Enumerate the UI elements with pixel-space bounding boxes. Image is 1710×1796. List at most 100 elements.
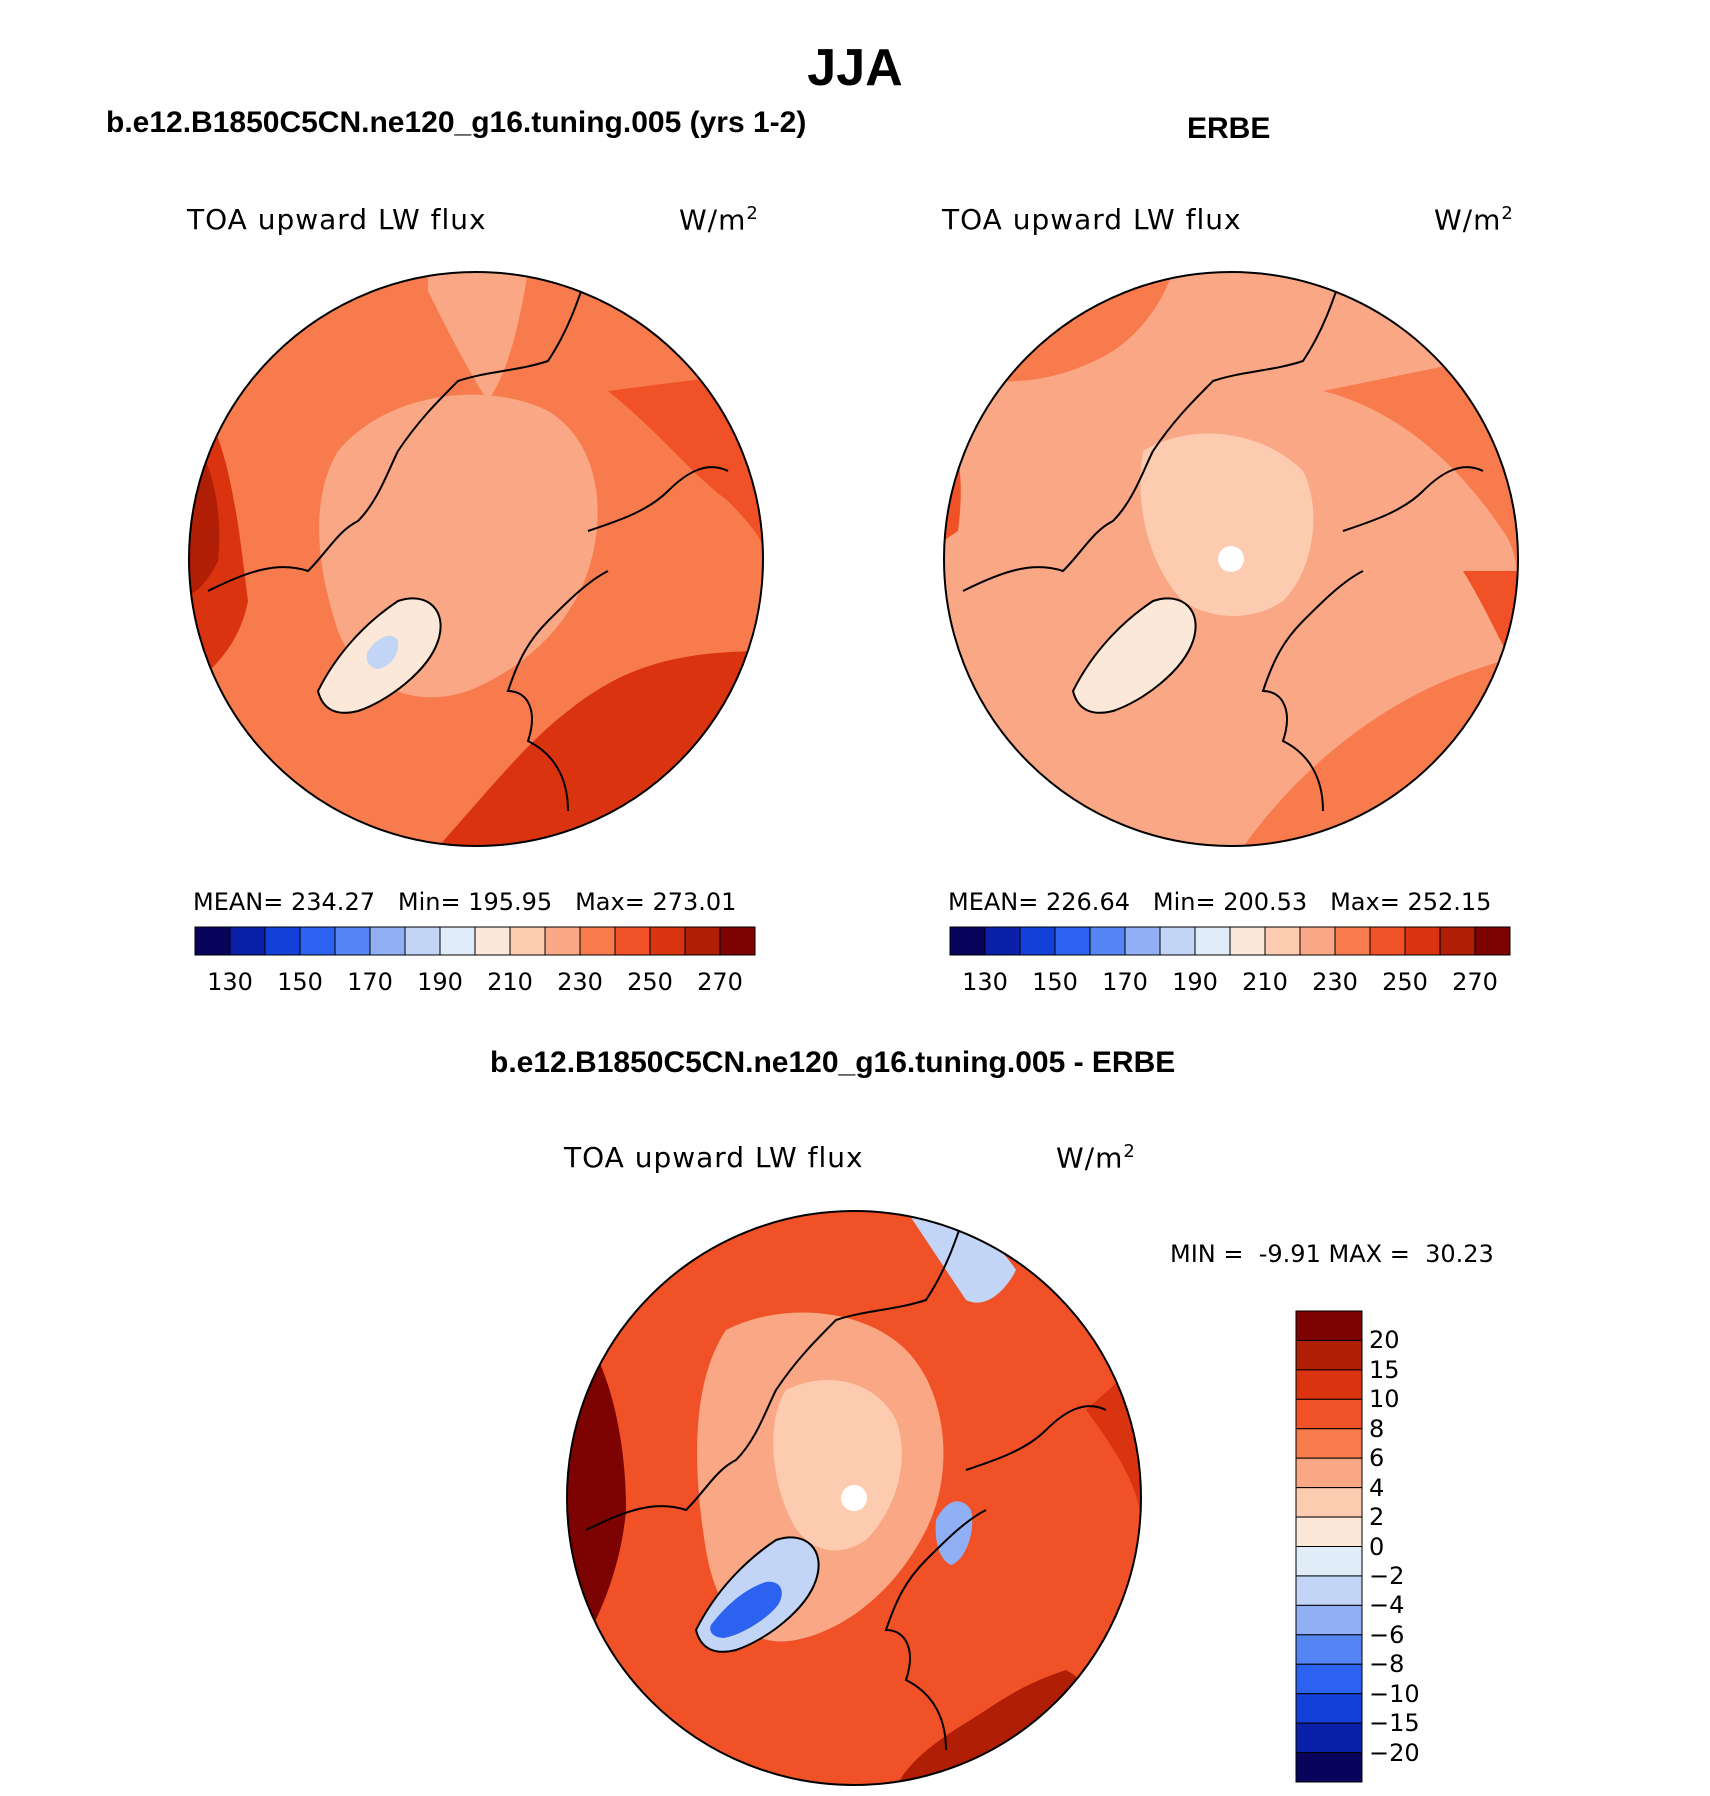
map-2-coast-1 [962,272,1344,592]
panel-1-colorbar-swatch [509,926,546,956]
panel-2-stats: MEAN= 226.64 Min= 200.53 Max= 252.15 [948,888,1492,916]
panel-1-map [188,271,764,847]
panel-2-colorbar-swatch [1194,926,1231,956]
panel-1-stats: MEAN= 234.27 Min= 195.95 Max= 273.01 [193,888,737,916]
panel-1-title: b.e12.B1850C5CN.ne120_g16.tuning.005 (yr… [106,106,807,139]
map-2-greenland [1073,598,1196,713]
map-2-arctic-cool [1140,433,1314,616]
panel-2-colorbar-swatch [1334,926,1371,956]
panel-1-colorbar-tick-label: 190 [417,968,463,996]
diff-colorbar-swatch [1295,1339,1363,1371]
panel-2-colorbar-swatch [1299,926,1336,956]
diff-panel-units: W/m2 [1056,1141,1136,1175]
panel-1-colorbar-tick-label: 230 [557,968,603,996]
map-1-coast-2 [506,570,609,812]
panel-2-colorbar-tick-label: 130 [962,968,1008,996]
diff-colorbar-tick-label: 10 [1369,1385,1400,1414]
diff-map-coast-2 [884,1509,987,1751]
panel-2-colorbar-tick-label: 210 [1242,968,1288,996]
panel-1-colorbar-swatch [334,926,371,956]
diff-map-pole-missing-data [841,1485,867,1511]
panel-2-colorbar-swatch [1369,926,1406,956]
diff-colorbar-tick-label: −6 [1369,1620,1405,1649]
diff-colorbar-tick-label: −20 [1369,1738,1420,1767]
panel-2-title: ERBE [1187,112,1271,145]
panel-2-colorbar [949,926,1511,956]
diff-map-coast-3 [694,1536,820,1653]
diff-colorbar-swatch [1295,1546,1363,1577]
panel-2-variable-label: TOA upward LW flux [942,203,1242,236]
map-1-coast-4 [587,466,729,532]
map-2-pole-missing-data [1218,546,1244,572]
diff-colorbar-tick-label: 15 [1369,1355,1400,1384]
diff-colorbar-swatch [1295,1310,1363,1341]
map-1-border [188,271,764,847]
panel-1-colorbar-swatch [299,926,336,956]
diff-colorbar-swatch [1295,1634,1363,1665]
diff-colorbar-swatch [1295,1575,1363,1606]
diff-colorbar-tick-label: 0 [1369,1532,1385,1561]
diff-map-arctic-weak [773,1380,902,1551]
panel-1-colorbar [194,926,756,956]
panel-2-colorbar-tick-label: 190 [1172,968,1218,996]
diff-panel-title: b.e12.B1850C5CN.ne120_g16.tuning.005 - E… [490,1046,1176,1079]
diff-panel-stats: MIN = -9.91 MAX = 30.23 [1170,1240,1494,1268]
diff-colorbar-swatch [1295,1752,1363,1783]
panel-1-colorbar-tick-label: 130 [207,968,253,996]
panel-2-units: W/m2 [1434,203,1514,237]
panel-2-colorbar-swatch [1159,926,1196,956]
panel-1-colorbar-ticks: 130 150 170 190 210 230 250 270 [195,968,755,998]
diff-colorbar-swatch [1295,1369,1363,1400]
diff-colorbar-tick-label: 20 [1369,1326,1400,1355]
panel-2-colorbar-swatch [1019,926,1056,956]
map-1-greenland-core [366,635,399,669]
panel-1-colorbar-tick-label: 270 [697,968,743,996]
panel-1-colorbar-swatch [264,926,301,956]
panel-2-colorbar-swatch [984,926,1021,956]
diff-colorbar-swatch [1295,1693,1363,1724]
panel-1-colorbar-swatch [404,926,441,956]
diff-map-greenland-negative-core [710,1581,782,1638]
panel-2-colorbar-swatch [1124,926,1161,956]
panel-2-colorbar-tick-label: 170 [1102,968,1148,996]
panel-2-colorbar-tick-label: 150 [1032,968,1078,996]
panel-1-colorbar-tick-label: 210 [487,968,533,996]
diff-colorbar-swatch [1295,1604,1363,1636]
diff-panel-colorbar [1295,1310,1363,1783]
panel-1-colorbar-swatch [719,926,756,956]
map-1-coast-1 [207,272,589,592]
diff-colorbar-swatch [1295,1516,1363,1547]
diff-map-coast-4 [965,1405,1107,1471]
panel-1-colorbar-swatch [474,926,511,956]
diff-colorbar-swatch [1295,1487,1363,1518]
panel-1-colorbar-swatch [579,926,616,956]
diff-panel-colorbar-ticks: 20 15 10 8 6 4 2 0 −2 −4 −6 −8 −10 −15 −20 [1369,1311,1469,1782]
panel-2-colorbar-ticks: 130 150 170 190 210 230 250 270 [950,968,1510,998]
panel-1-variable-label: TOA upward LW flux [187,203,487,236]
diff-colorbar-tick-label: −4 [1369,1591,1405,1620]
panel-1-colorbar-swatch [684,926,721,956]
panel-1-colorbar-tick-label: 150 [277,968,323,996]
map-2-coast-2 [1261,570,1364,812]
panel-1-colorbar-tick-label: 250 [627,968,673,996]
map-2-coast-3 [1071,597,1197,714]
diff-panel-map [566,1210,1142,1786]
panel-2-colorbar-swatch [1229,926,1266,956]
diff-colorbar-tick-label: 2 [1369,1503,1385,1532]
diff-colorbar-swatch [1295,1457,1363,1489]
panel-2-colorbar-tick-label: 230 [1312,968,1358,996]
diff-colorbar-tick-label: −10 [1369,1679,1420,1708]
map-2-warm-east [1323,351,1518,611]
diff-colorbar-tick-label: −8 [1369,1650,1405,1679]
diff-map-border [566,1210,1142,1786]
panel-1-colorbar-tick-label: 170 [347,968,393,996]
map-1-cool-north [428,272,528,401]
diff-colorbar-swatch [1295,1398,1363,1430]
panel-2-colorbar-swatch [1404,926,1441,956]
map-2-border [943,271,1519,847]
diff-colorbar-tick-label: −15 [1369,1709,1420,1738]
panel-2-colorbar-swatch [1264,926,1301,956]
panel-1-units: W/m2 [679,203,759,237]
panel-2-colorbar-swatch [1089,926,1126,956]
panel-1-colorbar-swatch [369,926,406,956]
